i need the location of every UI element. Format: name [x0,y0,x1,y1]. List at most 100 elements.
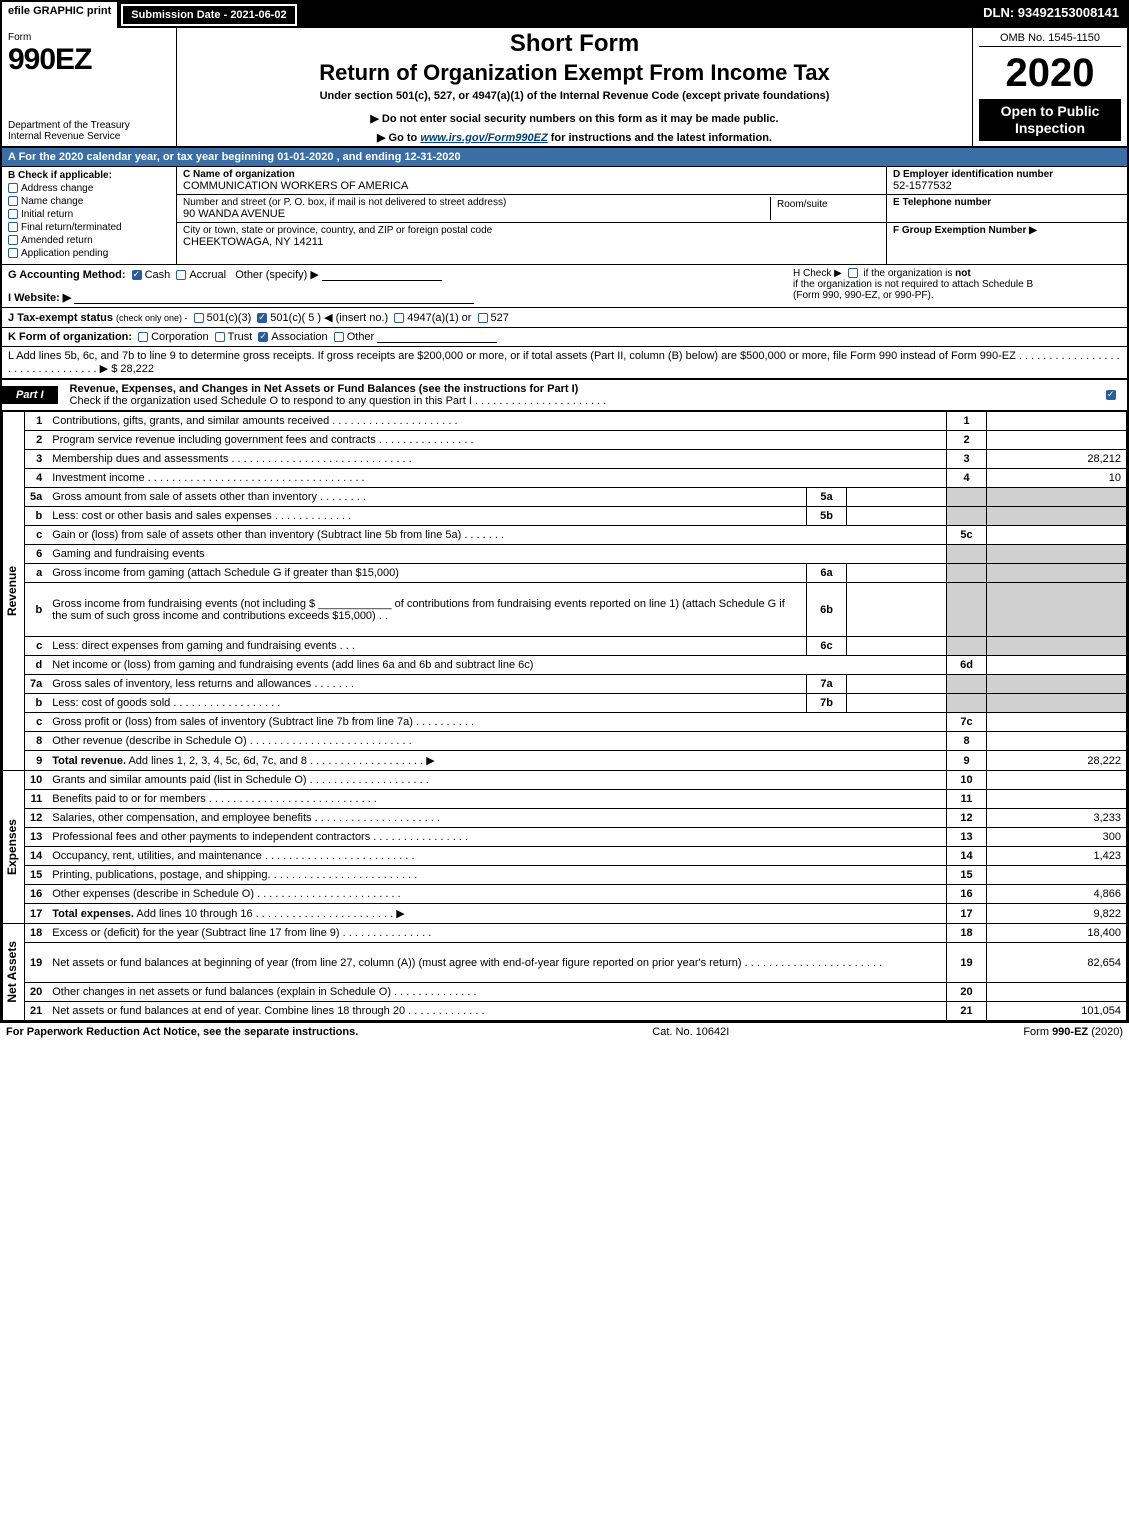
line-description: Excess or (deficit) for the year (Subtra… [47,924,946,943]
goto-instructions: ▶ Go to www.irs.gov/Form990EZ for instru… [183,131,966,144]
right-line-number: 19 [947,943,987,983]
line-description: Professional fees and other payments to … [47,828,946,847]
cash-label: Cash [145,269,171,281]
line-number: b [25,694,48,713]
open-inspection-badge: Open to Public Inspection [979,99,1121,141]
chk-corp[interactable] [138,332,148,342]
chk-4947[interactable] [394,313,404,323]
street-value: 90 WANDA AVENUE [183,208,770,220]
table-row: 20Other changes in net assets or fund ba… [3,983,1127,1002]
table-row: Revenue1Contributions, gifts, grants, an… [3,412,1127,431]
line-number: 8 [25,732,48,751]
section-label-cell: Revenue [3,412,25,771]
grey-cell [947,545,987,564]
ein-label: D Employer identification number [893,169,1121,180]
room-suite-label: Room/suite [770,197,880,220]
j-label: J Tax-exempt status [8,312,113,324]
efile-print-label[interactable]: efile GRAPHIC print [2,2,117,28]
line-description: Benefits paid to or for members . . . . … [47,790,946,809]
section-label: Expenses [3,815,21,879]
line-number: b [25,507,48,526]
chk-other[interactable] [334,332,344,342]
line-description: Grants and similar amounts paid (list in… [47,771,946,790]
k-other-input[interactable] [377,331,497,343]
chk-501c3[interactable] [194,313,204,323]
line-description: Gross income from fundraising events (no… [47,583,806,637]
section-label: Revenue [3,562,21,620]
phone-value [893,208,1121,220]
amount-cell [987,790,1127,809]
line-number: d [25,656,48,675]
amount-cell: 28,212 [987,450,1127,469]
chk-name-change[interactable]: Name change [8,196,170,207]
chk-schedule-b[interactable] [848,268,858,278]
table-row: 6Gaming and fundraising events [3,545,1127,564]
line-number: 6 [25,545,48,564]
dept-treasury: Department of the Treasury [8,120,170,131]
table-row: bLess: cost or other basis and sales exp… [3,507,1127,526]
submission-date-button[interactable]: Submission Date - 2021-06-02 [121,4,296,26]
chk-label: Address change [21,183,93,194]
sub-line-value [847,583,947,637]
j-hint: (check only one) - [116,313,188,323]
chk-501c[interactable] [257,313,267,323]
table-row: 8Other revenue (describe in Schedule O) … [3,732,1127,751]
right-line-number: 10 [947,771,987,790]
right-line-number: 21 [947,1002,987,1021]
line-description: Other changes in net assets or fund bala… [47,983,946,1002]
table-row: 7aGross sales of inventory, less returns… [3,675,1127,694]
chk-final-return[interactable]: Final return/terminated [8,222,170,233]
chk-amended-return[interactable]: Amended return [8,235,170,246]
amount-cell: 18,400 [987,924,1127,943]
chk-schedule-o[interactable] [1106,390,1116,400]
chk-trust[interactable] [215,332,225,342]
line-number: 21 [25,1002,48,1021]
amount-cell [987,431,1127,450]
chk-initial-return[interactable]: Initial return [8,209,170,220]
website-input[interactable] [74,292,474,304]
c-name-label: C Name of organization [183,169,880,180]
header-right: OMB No. 1545-1150 2020 Open to Public In… [972,28,1127,146]
chk-application-pending[interactable]: Application pending [8,248,170,259]
accrual-label: Accrual [189,269,226,281]
section-label: Net Assets [3,937,21,1007]
table-row: 3Membership dues and assessments . . . .… [3,450,1127,469]
j-opt1: 501(c)(3) [207,312,252,324]
header-left: Form 990EZ Department of the Treasury In… [2,28,177,146]
chk-527[interactable] [478,313,488,323]
sub-line-number: 7a [807,675,847,694]
return-title: Return of Organization Exempt From Incom… [183,60,966,86]
right-line-number: 9 [947,751,987,771]
part1-title: Revenue, Expenses, and Changes in Net As… [66,380,1095,410]
chk-label: Application pending [21,248,108,259]
right-line-number: 1 [947,412,987,431]
chk-address-change[interactable]: Address change [8,183,170,194]
amount-cell [987,866,1127,885]
line-number: c [25,713,48,732]
table-row: 5aGross amount from sale of assets other… [3,488,1127,507]
chk-cash[interactable] [132,270,142,280]
dln-label: DLN: 93492153008141 [975,2,1127,28]
footer: For Paperwork Reduction Act Notice, see … [0,1023,1129,1041]
right-line-number: 6d [947,656,987,675]
right-line-number: 3 [947,450,987,469]
sub-line-value [847,564,947,583]
k-other: Other [347,331,375,343]
line-description: Gross amount from sale of assets other t… [47,488,806,507]
box-b: B Check if applicable: Address change Na… [2,167,177,264]
chk-accrual[interactable] [176,270,186,280]
right-line-number: 2 [947,431,987,450]
right-line-number: 8 [947,732,987,751]
part1-check [1095,386,1127,404]
chk-assoc[interactable] [258,332,268,342]
right-line-number: 16 [947,885,987,904]
table-row: 11Benefits paid to or for members . . . … [3,790,1127,809]
irs-link[interactable]: www.irs.gov/Form990EZ [420,132,547,144]
under-section-text: Under section 501(c), 527, or 4947(a)(1)… [183,90,966,102]
other-specify-input[interactable] [322,269,442,281]
table-row: 14Occupancy, rent, utilities, and mainte… [3,847,1127,866]
ein-value: 52-1577532 [893,180,1121,192]
j-opt2: 501(c)( 5 ) ◀ (insert no.) [270,312,388,324]
line-number: b [25,583,48,637]
line-description: Printing, publications, postage, and shi… [47,866,946,885]
